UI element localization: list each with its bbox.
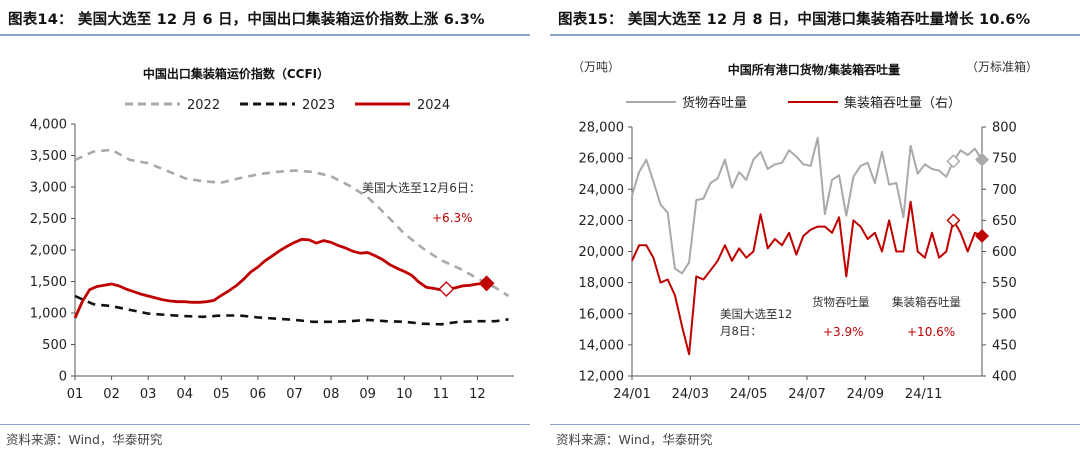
x-tick-label: 05 [213, 387, 230, 402]
event-marker [975, 228, 989, 243]
x-tick-label: 03 [140, 387, 157, 402]
x-tick-label: 01 [67, 387, 84, 402]
x-tick-label: 02 [103, 387, 120, 402]
right-y-tick-label: 600 [992, 245, 1017, 260]
right-y-tick-label: 650 [992, 214, 1017, 229]
event-marker [946, 154, 961, 169]
source-rule [550, 424, 1080, 425]
figure-title: 图表14： 美国大选至 12 月 6 日，中国出口集装箱运价指数上涨 6.3% [8, 12, 485, 28]
y-tick-label: 3,000 [30, 181, 67, 196]
annotation-cargo-label: 货物吞吐量 [812, 295, 870, 309]
y-tick-label: 500 [42, 338, 67, 353]
x-tick-label: 12 [469, 387, 486, 402]
figure-title: 图表15： 美国大选至 12 月 8 日，中国港口集装箱吞吐量增长 10.6% [558, 12, 1031, 28]
legend-label-2022: 2022 [187, 98, 220, 113]
left-y-tick-label: 14,000 [579, 338, 625, 353]
right-y-tick-label: 800 [992, 121, 1017, 136]
title-rule [550, 34, 1080, 36]
source-note: 资料来源：Wind，华泰研究 [6, 432, 163, 447]
event-marker [946, 213, 961, 228]
series-line-cargo [631, 136, 983, 275]
event-marker [438, 281, 455, 298]
x-tick-label: 24/01 [613, 387, 650, 402]
legend-label-cargo: 货物吞吐量 [682, 95, 747, 111]
right-y-tick-label: 500 [992, 307, 1017, 322]
y-tick-label: 2,000 [30, 244, 67, 259]
x-tick-label: 24/03 [672, 387, 709, 402]
annotation-cargo-value: +3.9% [823, 325, 864, 339]
left-y-tick-label: 22,000 [579, 214, 625, 229]
right-y-tick-label: 550 [992, 276, 1017, 291]
x-tick-label: 08 [323, 387, 340, 402]
right-y-tick-label: 400 [992, 370, 1017, 385]
annotation-event-line2: 月8日： [720, 324, 762, 338]
x-tick-label: 04 [176, 387, 193, 402]
right-y-tick-label: 700 [992, 183, 1017, 198]
x-tick-label: 24/05 [730, 387, 767, 402]
left-y-tick-label: 24,000 [579, 183, 625, 198]
y-tick-label: 3,500 [30, 149, 67, 164]
legend-label-2024: 2024 [417, 98, 450, 113]
event-marker [478, 275, 495, 292]
left-y-tick-label: 16,000 [579, 307, 625, 322]
annotation-event-line1: 美国大选至12 [720, 307, 792, 321]
right-axis-unit: （万标准箱） [966, 59, 1038, 74]
x-tick-label: 24/07 [788, 387, 825, 402]
y-tick-label: 4,000 [30, 118, 67, 133]
left-y-tick-label: 12,000 [579, 370, 625, 385]
x-tick-label: 06 [250, 387, 267, 402]
y-tick-label: 1,000 [30, 307, 67, 322]
annotation-label: 美国大选至12月6日： [362, 181, 481, 195]
left-y-tick-label: 28,000 [579, 121, 625, 136]
source-note: 资料来源：Wind，华泰研究 [556, 432, 713, 447]
left-axis-unit: （万吨） [572, 60, 620, 74]
series-line-2022 [74, 148, 510, 298]
source-rule [0, 424, 530, 425]
series-line-2024 [73, 237, 487, 319]
port-throughput-line-chart: 中国所有港口货物/集装箱吞吐量 （万吨） （万标准箱） 货物吞吐量 集装箱吞吐量（右） 1… [572, 59, 1038, 402]
x-tick-label: 24/11 [905, 387, 942, 402]
left-y-tick-label: 26,000 [579, 152, 625, 167]
ccfi-line-chart: 中国出口集装箱运价指数（CCFI） 2022 2023 2024 0 500 1,000 1,… [30, 66, 514, 402]
annotation-container-value: +10.6% [907, 325, 955, 339]
chart-title: 中国所有港口货物/集装箱吞吐量 [728, 62, 900, 77]
title-rule [0, 34, 530, 36]
figure-panel-ccfi: 图表14： 美国大选至 12 月 6 日，中国出口集装箱运价指数上涨 6.3% … [0, 0, 530, 456]
x-tick-label: 09 [359, 387, 376, 402]
left-y-tick-label: 20,000 [579, 245, 625, 260]
event-marker [975, 152, 989, 167]
x-tick-label: 11 [433, 387, 450, 402]
y-tick-label: 1,500 [30, 275, 67, 290]
legend-label-2023: 2023 [302, 98, 335, 113]
right-y-tick-label: 750 [992, 152, 1017, 167]
figure-panel-port-throughput: 图表15： 美国大选至 12 月 8 日，中国港口集装箱吞吐量增长 10.6% … [550, 0, 1080, 456]
legend-label-container: 集装箱吞吐量（右） [844, 95, 961, 111]
y-tick-label: 2,500 [30, 212, 67, 227]
x-tick-label: 07 [286, 387, 303, 402]
x-tick-label: 24/09 [847, 387, 884, 402]
right-y-tick-label: 450 [992, 338, 1017, 353]
series-line-container [631, 200, 983, 356]
series-line-2023 [74, 294, 509, 326]
x-tick-label: 10 [396, 387, 413, 402]
y-tick-label: 0 [59, 370, 67, 385]
chart-title: 中国出口集装箱运价指数（CCFI） [143, 66, 329, 81]
annotation-container-label: 集装箱吞吐量 [892, 295, 961, 309]
left-y-tick-label: 18,000 [579, 276, 625, 291]
annotation-value: +6.3% [432, 211, 473, 225]
